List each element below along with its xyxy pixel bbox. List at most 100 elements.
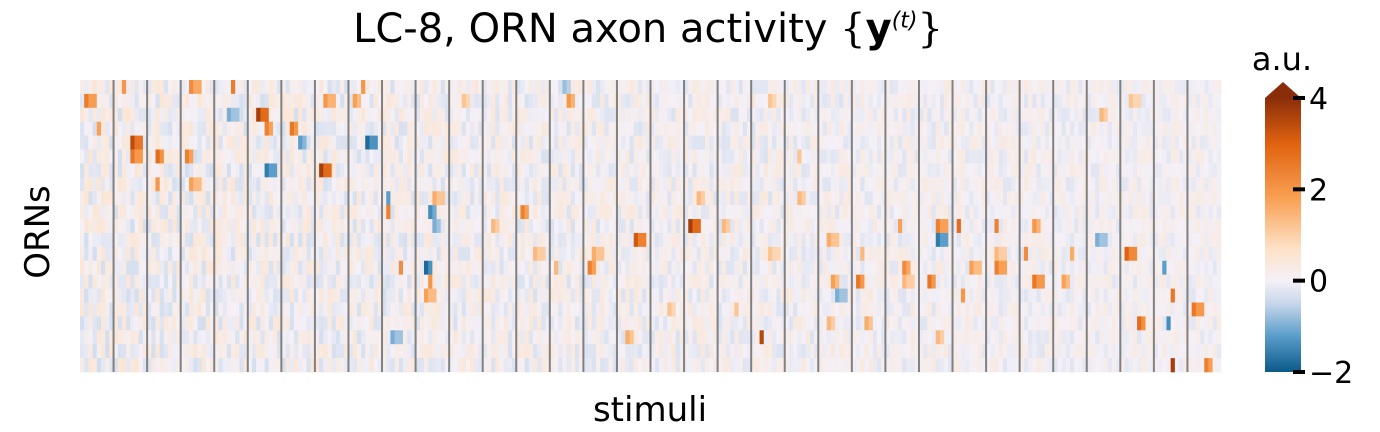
heatmap-cell <box>793 135 798 150</box>
heatmap-cell <box>251 274 257 289</box>
heatmap-cell <box>616 191 622 206</box>
heatmap-cell <box>629 316 635 331</box>
heatmap-cell <box>994 302 1000 317</box>
heatmap-cell <box>591 232 597 248</box>
heatmap-cell <box>671 219 677 234</box>
heatmap-cell <box>193 80 198 95</box>
heatmap-cell <box>814 219 819 234</box>
heatmap-cell <box>1158 260 1163 276</box>
heatmap-cell <box>784 177 790 192</box>
heatmap-cell <box>579 107 584 123</box>
heatmap-cell <box>713 219 718 234</box>
heatmap-cell <box>474 316 479 331</box>
heatmap-cell <box>944 232 949 248</box>
heatmap-cell <box>1162 135 1167 150</box>
heatmap-cell <box>163 80 169 95</box>
heatmap-cell <box>126 288 131 303</box>
heatmap-cell <box>1187 288 1192 303</box>
heatmap-cell <box>180 93 186 109</box>
heatmap-cell <box>935 191 941 206</box>
heatmap-cell <box>197 149 202 164</box>
heatmap-cell <box>910 191 916 206</box>
heatmap-cell <box>533 149 538 164</box>
heatmap-cell <box>1057 302 1062 317</box>
heatmap-cell <box>197 135 202 150</box>
heatmap-cell <box>210 80 215 95</box>
heatmap-cell <box>776 316 781 331</box>
heatmap-cell <box>621 135 626 150</box>
heatmap-cell <box>742 288 748 303</box>
heatmap-cell <box>772 219 777 234</box>
heatmap-cell <box>524 177 530 192</box>
heatmap-cell <box>1011 302 1016 317</box>
heatmap-cell <box>331 330 337 345</box>
heatmap-cell <box>1095 135 1100 150</box>
heatmap-cell <box>289 177 295 192</box>
heatmap-cell <box>218 330 223 345</box>
heatmap-cell <box>239 330 244 345</box>
heatmap-cell <box>558 219 563 234</box>
heatmap-cell <box>1095 107 1100 123</box>
heatmap-cell <box>503 93 509 109</box>
heatmap-cell <box>264 177 270 192</box>
heatmap-cell <box>1082 205 1088 220</box>
heatmap-cell <box>864 316 869 331</box>
heatmap-cell <box>134 191 140 206</box>
heatmap-cell <box>361 288 366 303</box>
heatmap-cell <box>142 93 148 109</box>
heatmap-cell <box>293 232 299 248</box>
heatmap-cell <box>323 163 328 178</box>
heatmap-cell <box>818 260 823 276</box>
heatmap-cell <box>243 260 249 276</box>
heatmap-cell <box>201 191 207 206</box>
heatmap-cell <box>1074 177 1079 192</box>
heatmap-cell <box>432 260 437 276</box>
heatmap-cell <box>562 121 567 136</box>
heatmap-cell <box>226 163 232 178</box>
heatmap-cell <box>499 149 505 164</box>
heatmap-cell <box>579 260 584 276</box>
heatmap-cell <box>407 246 412 262</box>
heatmap-cell <box>952 121 958 136</box>
heatmap-cell <box>826 135 832 150</box>
heatmap-cell <box>1128 302 1134 317</box>
heatmap-cell <box>835 191 840 206</box>
heatmap-cell <box>390 135 395 150</box>
heatmap-cell <box>159 121 165 136</box>
heatmap-cell <box>1095 288 1100 303</box>
heatmap-cell <box>944 288 949 303</box>
heatmap-cell <box>885 288 890 303</box>
heatmap-cell <box>314 246 320 262</box>
heatmap-cell <box>1153 121 1159 136</box>
heatmap-cell <box>956 107 962 123</box>
heatmap-cell <box>226 274 232 289</box>
heatmap-cell <box>709 163 714 178</box>
heatmap-cell <box>302 316 307 331</box>
heatmap-cell <box>348 135 354 150</box>
heatmap-cell <box>285 121 291 136</box>
heatmap-cell <box>692 274 697 289</box>
heatmap-cell <box>830 288 836 303</box>
heatmap-cell <box>348 149 354 164</box>
heatmap-cell <box>398 107 404 123</box>
heatmap-cell <box>214 219 219 234</box>
heatmap-cell <box>285 302 291 317</box>
heatmap-cell <box>629 191 635 206</box>
heatmap-cell <box>566 177 572 192</box>
heatmap-cell <box>679 93 685 109</box>
heatmap-cell <box>633 288 639 303</box>
heatmap-cell <box>189 246 194 262</box>
heatmap-cell <box>491 274 496 289</box>
heatmap-cell <box>642 121 647 136</box>
heatmap-cell <box>1158 219 1163 234</box>
heatmap-cell <box>356 246 362 262</box>
heatmap-cell <box>969 302 974 317</box>
heatmap-cell <box>444 330 450 345</box>
heatmap-cell <box>566 205 572 220</box>
heatmap-cell <box>239 288 244 303</box>
heatmap-cell <box>1174 177 1180 192</box>
heatmap-cell <box>566 135 572 150</box>
heatmap-cell <box>621 232 626 248</box>
heatmap-cell <box>80 302 85 317</box>
heatmap-cell <box>705 163 710 178</box>
